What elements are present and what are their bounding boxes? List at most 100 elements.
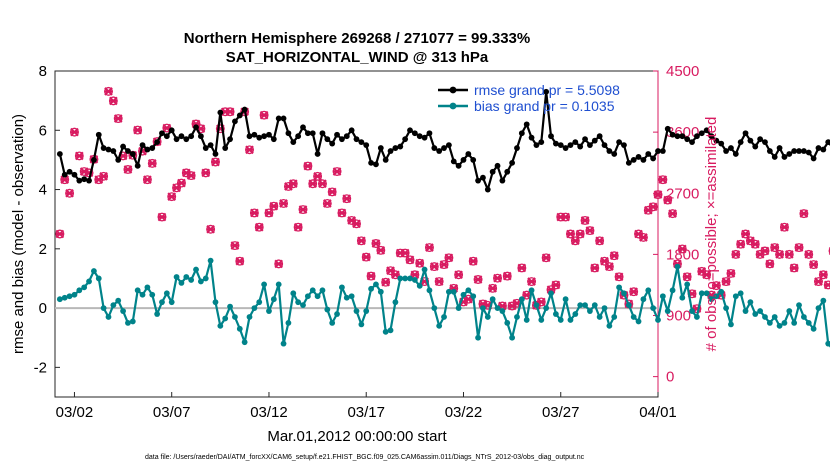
obs-assimilated-point <box>819 270 828 280</box>
bias-point <box>815 305 822 311</box>
bias-point <box>489 296 496 303</box>
obs-assimilated-point <box>750 239 760 249</box>
legend-rmse-marker <box>449 86 457 94</box>
bias-point <box>582 302 588 309</box>
bias-point <box>591 302 598 309</box>
bias-point <box>791 320 798 326</box>
bias-point <box>640 296 647 303</box>
obs-assimilated-point <box>425 243 434 252</box>
obs-assimilated-point <box>614 272 624 282</box>
rmse-point <box>713 137 720 144</box>
bias-point <box>105 314 112 320</box>
rmse-point <box>217 109 224 116</box>
rmse-point <box>757 136 764 143</box>
rmse-point <box>659 148 666 154</box>
obs-assimilated-point <box>517 263 527 273</box>
rmse-point <box>392 145 399 151</box>
rmse-point <box>421 134 428 141</box>
bias-point <box>484 314 491 320</box>
obs-assimilated-point <box>585 226 595 235</box>
bias-point <box>732 293 739 300</box>
bias-point <box>86 278 92 285</box>
bias-point <box>183 274 190 280</box>
rmse-point <box>66 168 73 175</box>
obs-assimilated-point <box>109 96 118 106</box>
left-axis: -2 0 2 4 6 8 <box>34 63 60 376</box>
rmse-point <box>718 140 725 147</box>
rmse-point <box>295 133 302 140</box>
bias-point <box>120 308 126 314</box>
obs-assimilated-point <box>770 243 780 252</box>
bias-point <box>392 299 399 306</box>
bias-point <box>781 320 788 326</box>
obs-assimilated-point <box>366 271 376 281</box>
rmse-point <box>562 145 569 151</box>
rmse-point <box>669 131 676 138</box>
x-tick-label: 03/17 <box>347 404 385 421</box>
rmse-point <box>703 127 710 134</box>
obs-assimilated-point <box>70 127 79 137</box>
obs-assimilated-point <box>468 256 478 266</box>
bias-point <box>645 287 652 294</box>
rmse-point <box>645 151 652 157</box>
bias-point <box>275 281 282 288</box>
rmse-point <box>56 151 63 157</box>
bias-point <box>820 297 827 304</box>
obs-assimilated-point <box>668 209 677 218</box>
rmse-point <box>509 159 516 166</box>
obs-assimilated-point <box>712 281 721 290</box>
bias-point <box>703 290 710 297</box>
rmse-point <box>708 133 715 140</box>
rmse-point <box>635 154 642 160</box>
rmse-point <box>494 162 501 169</box>
legend-bias-label: bias grand pr = 0.1035 <box>474 98 615 114</box>
bias-point <box>436 322 443 329</box>
obs-assimilated-point <box>429 262 439 271</box>
bias-point <box>728 321 734 328</box>
rmse-point <box>246 133 253 140</box>
rmse-point <box>139 142 146 148</box>
rmse-point <box>747 137 754 144</box>
obs-assimilated-point <box>352 219 361 229</box>
bias-point <box>309 287 316 294</box>
rmse-point <box>86 177 92 184</box>
obs-assimilated-point <box>293 222 303 232</box>
rmse-point <box>450 158 457 165</box>
bias-point <box>363 308 370 314</box>
rmse-point <box>732 151 739 157</box>
obs-assimilated-point <box>308 179 318 189</box>
y2-tick-label: 4500 <box>666 63 699 80</box>
bias-point <box>56 296 63 303</box>
rmse-point <box>368 159 374 166</box>
x-tick-label: 04/01 <box>639 404 677 421</box>
rmse-point <box>222 145 229 151</box>
bias-point <box>562 296 569 303</box>
obs-assimilated-point <box>682 272 692 282</box>
rmse-point <box>728 145 734 151</box>
bias-point <box>217 322 224 329</box>
bias-point <box>270 296 277 303</box>
bias-point <box>825 340 830 347</box>
bias-point <box>776 322 783 329</box>
obs-assimilated-point <box>760 246 770 256</box>
bias-point <box>441 314 447 320</box>
bias-point <box>295 299 302 306</box>
chart-subtitle: SAT_HORIZONTAL_WIND @ 313 hPa <box>226 49 489 66</box>
bias-point <box>241 339 248 346</box>
bias-point <box>509 334 516 341</box>
rmse-point <box>723 148 729 154</box>
bias-point <box>655 317 661 323</box>
rmse-point <box>800 148 807 154</box>
bias-point <box>193 266 199 273</box>
obs-assimilated-point <box>741 229 750 239</box>
rmse-point <box>475 177 481 184</box>
bias-point <box>460 291 467 298</box>
rmse-point <box>650 155 657 162</box>
bias-point <box>674 263 681 270</box>
bias-point <box>557 317 564 323</box>
rmse-point <box>557 142 564 148</box>
rmse-point <box>212 151 219 157</box>
bias-point <box>698 290 705 297</box>
obs-assimilated-point <box>678 244 687 254</box>
